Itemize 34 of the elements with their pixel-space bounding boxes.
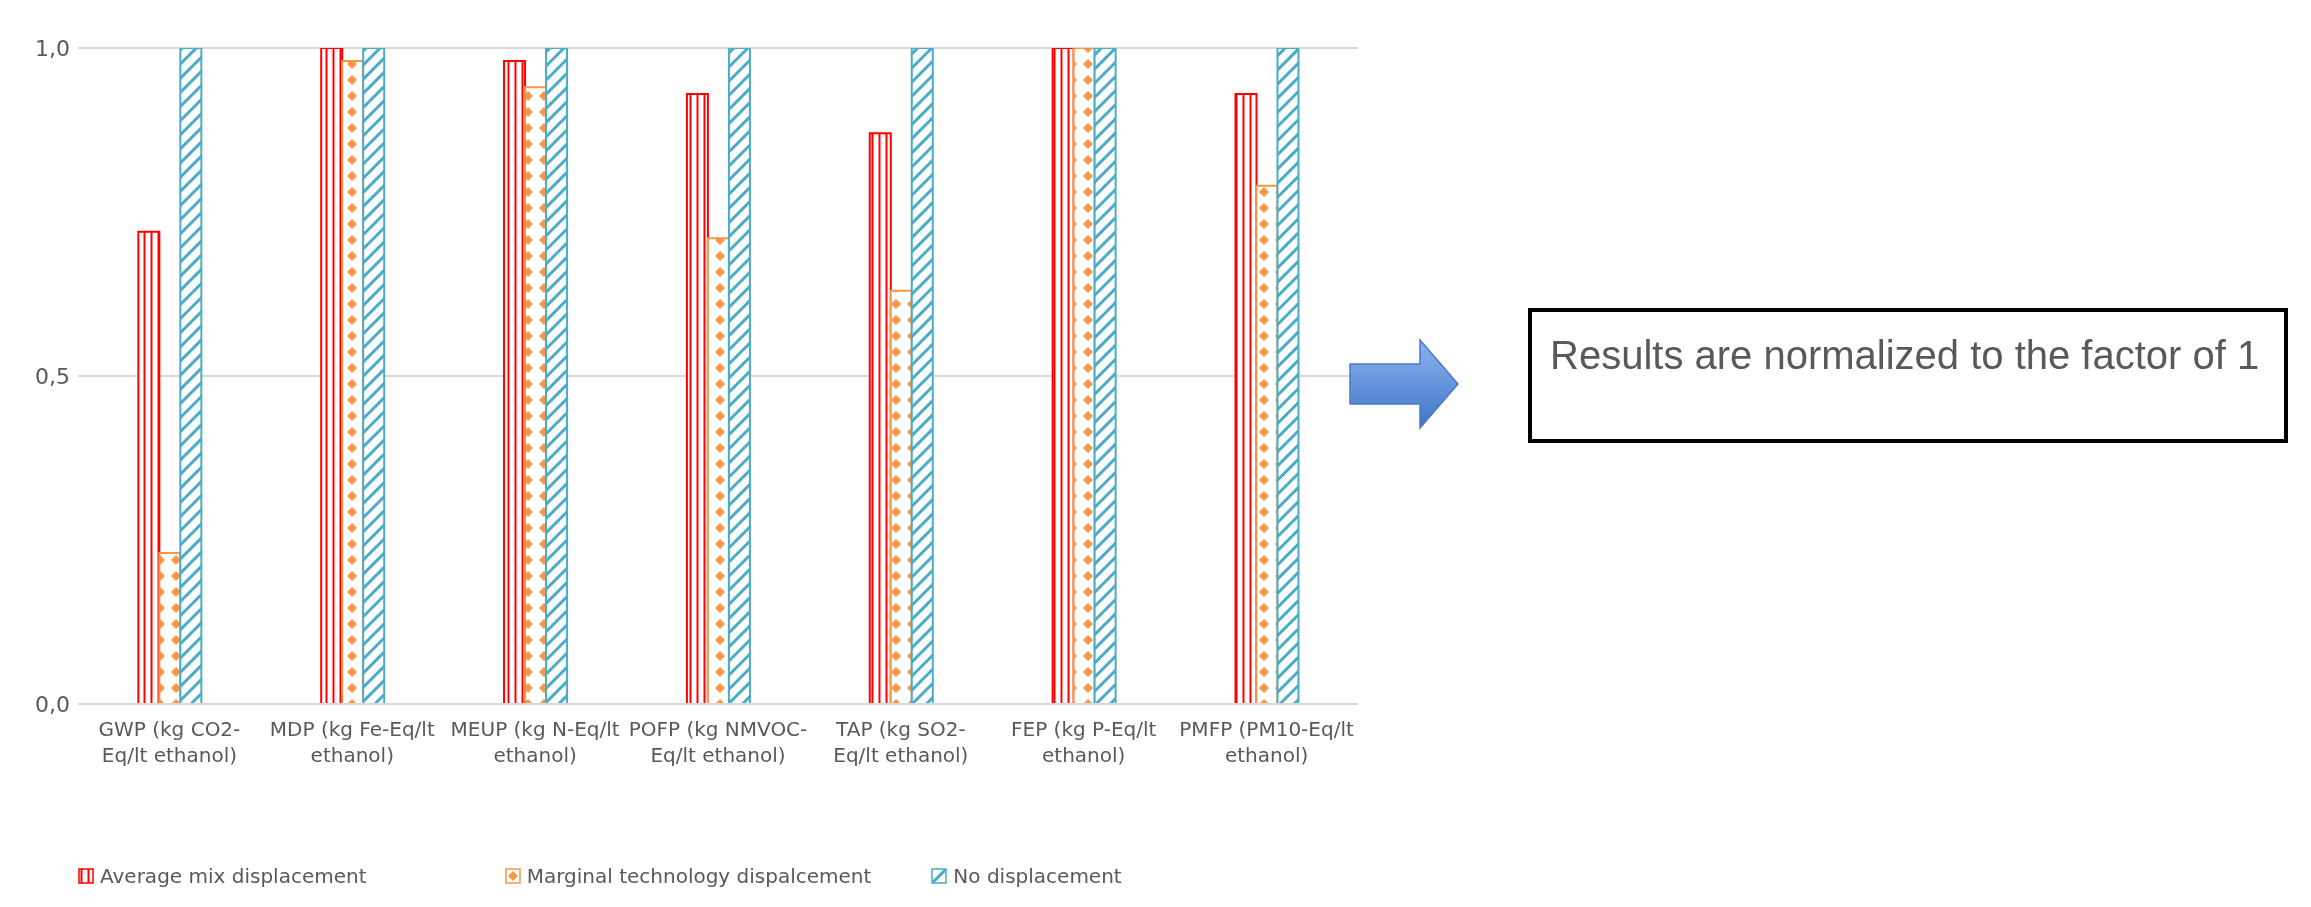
bar bbox=[706, 237, 730, 704]
y-tick-label: 0,5 bbox=[35, 363, 70, 389]
bar bbox=[137, 230, 161, 704]
bar bbox=[1276, 48, 1300, 704]
legend-label: Average mix displacement bbox=[100, 864, 367, 888]
x-tick-label: GWP (kg CO2-Eq/lt ethanol) bbox=[98, 717, 241, 767]
x-tick-label: MEUP (kg N-Eq/lt ethanol) bbox=[450, 717, 620, 767]
y-tick-label: 0,0 bbox=[35, 691, 70, 717]
bar bbox=[1234, 92, 1258, 704]
text: Results are normalized to the factor of 1 bbox=[1528, 308, 2288, 443]
bar bbox=[910, 48, 934, 704]
bar bbox=[889, 289, 913, 704]
bar bbox=[1093, 48, 1117, 704]
bar bbox=[503, 60, 527, 704]
bar bbox=[545, 48, 569, 704]
x-tick-label: PMFP (PM10-Eq/lt ethanol) bbox=[1179, 717, 1354, 767]
x-tick-label: FEP (kg P-Eq/lt ethanol) bbox=[1011, 717, 1157, 767]
bar bbox=[685, 92, 709, 704]
bar bbox=[320, 48, 344, 704]
x-tick-label: TAP (kg SO2-Eq/lt ethanol) bbox=[833, 717, 969, 767]
bar bbox=[868, 132, 892, 704]
bar bbox=[727, 48, 751, 704]
bar bbox=[1051, 48, 1075, 704]
y-tick-label: 1,0 bbox=[35, 35, 70, 61]
bar bbox=[341, 60, 365, 704]
x-tick-label: MDP (kg Fe-Eq/lt ethanol) bbox=[269, 717, 435, 767]
bar bbox=[1255, 184, 1279, 704]
legend-label: No displacement bbox=[953, 864, 1122, 888]
bar bbox=[179, 48, 203, 704]
bar bbox=[524, 86, 548, 704]
bar bbox=[1072, 48, 1096, 704]
legend-label: Marginal technology dispalcement bbox=[526, 864, 872, 888]
x-tick-label: POFP (kg NMVOC-Eq/lt ethanol) bbox=[628, 717, 808, 767]
bar bbox=[362, 48, 386, 704]
